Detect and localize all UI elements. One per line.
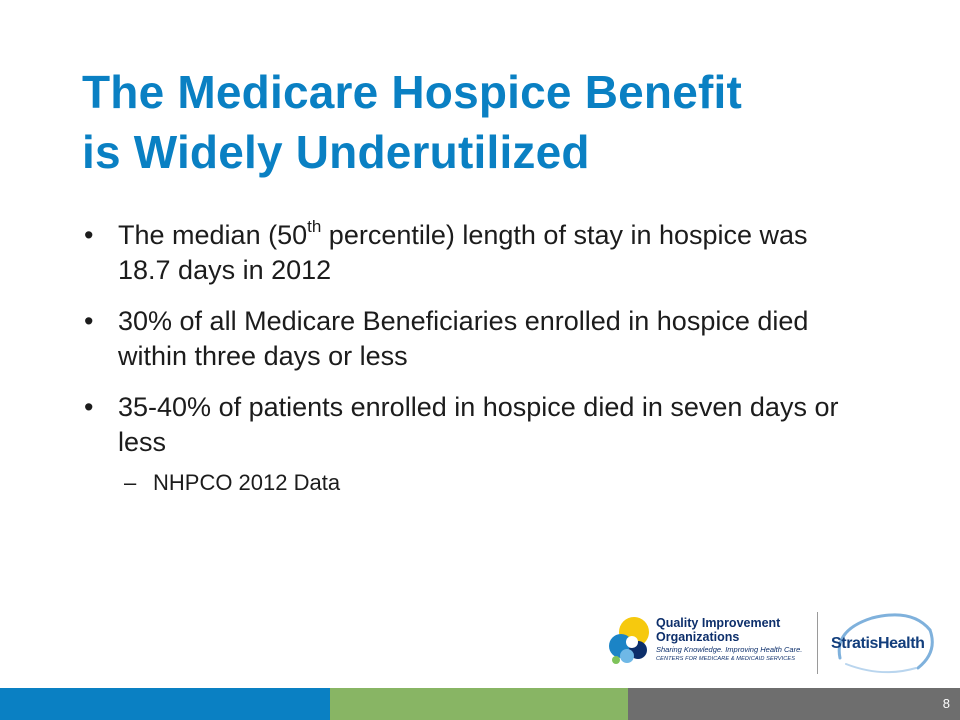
footer-segment-gray: 8	[628, 688, 960, 720]
bullet-marker: •	[84, 392, 94, 422]
slide-title-line-2: is Widely Underutilized	[82, 126, 590, 178]
sub-bullet-list: – NHPCO 2012 Data	[84, 468, 864, 498]
partner-logos: Quality Improvement Organizations Sharin…	[604, 608, 940, 682]
superscript-th: th	[307, 217, 322, 236]
bullet-item-median-stay: • The median (50th percentile) length of…	[84, 218, 864, 288]
qio-logo-text: Quality Improvement Organizations Sharin…	[656, 616, 806, 663]
bullet-text-part: percentile) length of stay in hospice wa…	[118, 220, 808, 285]
bullet-text-part: The median (50	[118, 220, 308, 250]
health-word: Health	[878, 635, 925, 652]
bullet-item-three-days: • 30% of all Medicare Beneficiaries enro…	[84, 304, 864, 374]
slide-title: The Medicare Hospice Benefit is Widely U…	[82, 62, 942, 182]
stratis-health-logo-icon	[837, 613, 934, 674]
qio-name-line-2: Organizations	[656, 630, 740, 644]
bullet-text: 30% of all Medicare Beneficiaries enroll…	[118, 306, 809, 371]
sub-bullet-container: – NHPCO 2012 Data	[84, 468, 864, 498]
sub-bullet-text: NHPCO 2012 Data	[153, 470, 341, 495]
footer-segment-blue	[0, 688, 330, 720]
footer-bar: 8	[0, 688, 960, 720]
bullet-list: • The median (50th percentile) length of…	[84, 218, 864, 498]
footer-segment-green	[330, 688, 628, 720]
qio-subtagline: CENTERS FOR MEDICARE & MEDICAID SERVICES	[656, 656, 796, 662]
logo-divider	[817, 612, 818, 674]
qio-tagline: Sharing Knowledge. Improving Health Care…	[656, 645, 803, 654]
sub-bullet-marker: –	[124, 470, 137, 495]
stratis-word: Stratis	[831, 635, 878, 652]
qio-logo-icon	[609, 617, 649, 664]
stratis-health-wordmark: StratisHealth	[831, 635, 925, 653]
bullet-marker: •	[84, 220, 94, 250]
bullet-item-seven-days: • 35-40% of patients enrolled in hospice…	[84, 390, 864, 460]
bullet-marker: •	[84, 306, 94, 336]
sub-bullet-source: – NHPCO 2012 Data	[84, 468, 864, 498]
page-number: 8	[942, 696, 950, 711]
bullet-text: 35-40% of patients enrolled in hospice d…	[118, 392, 839, 457]
slide-title-line-1: The Medicare Hospice Benefit	[82, 66, 742, 118]
qio-name-line-1: Quality Improvement	[656, 616, 781, 630]
